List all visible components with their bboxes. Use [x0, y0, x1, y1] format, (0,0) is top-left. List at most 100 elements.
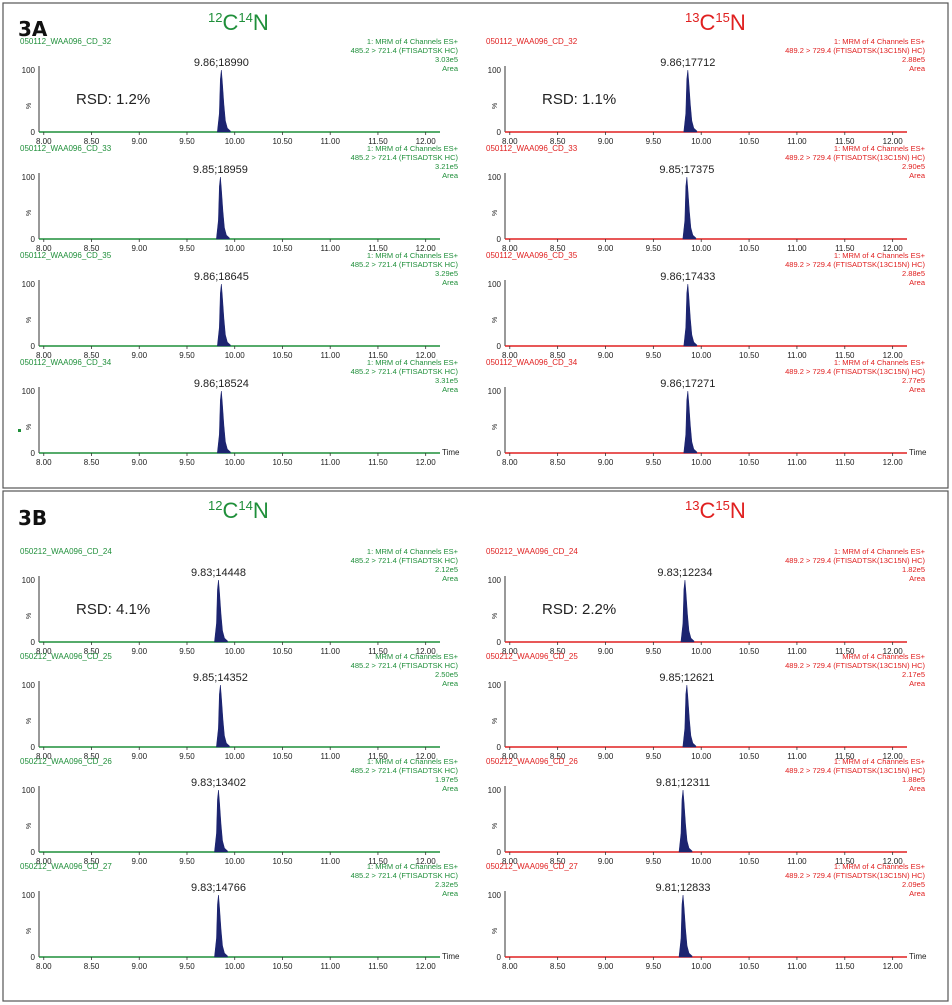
y-tick-label: 0 — [31, 342, 36, 351]
intensity-label: 2.88e5 — [902, 55, 925, 64]
x-tick-label: 9.00 — [598, 458, 614, 467]
x-tick-label: 12.00 — [883, 647, 904, 656]
x-tick-label: 8.00 — [502, 752, 518, 761]
x-tick-label: 11.50 — [368, 244, 388, 253]
x-tick-label: 8.00 — [36, 458, 52, 467]
x-tick-label: 8.00 — [502, 458, 518, 467]
x-tick-label: 12.00 — [883, 857, 904, 866]
y-tick-label: 0 — [31, 743, 36, 752]
x-tick-label: 10.00 — [225, 647, 246, 656]
channel-label: 1: MRM of 4 Channels ES+ — [834, 862, 926, 871]
transition-label: 485.2 > 721.4 (FTISADTSK HC) — [351, 556, 459, 565]
x-tick-label: 9.50 — [179, 647, 195, 656]
transition-label: 485.2 > 721.4 (FTISADTSK HC) — [351, 153, 459, 162]
peak-label: 9.86;17433 — [660, 271, 715, 283]
isotope-header-part: C — [222, 10, 238, 35]
x-tick-label: 10.50 — [739, 752, 760, 761]
chromatogram-trace: 050212_WAA096_CD_26 1: MRM of 4 Channels … — [20, 757, 459, 866]
mode-label: Area — [442, 278, 459, 287]
y-axis-label: % — [492, 613, 499, 619]
x-tick-label: 12.00 — [416, 458, 437, 467]
x-tick-label: 9.50 — [646, 137, 662, 146]
x-tick-label: 12.00 — [883, 458, 904, 467]
peak-label: 9.86;17271 — [660, 378, 715, 390]
sample-id: 050112_WAA096_CD_32 — [486, 37, 578, 46]
sample-id: 050112_WAA096_CD_34 — [20, 358, 112, 367]
peak-label: 9.85;14352 — [193, 672, 248, 684]
sample-id: 050212_WAA096_CD_24 — [20, 547, 112, 556]
y-axis-label: % — [26, 210, 33, 216]
x-tick-label: 11.00 — [320, 137, 340, 146]
x-tick-label: 11.50 — [835, 962, 855, 971]
transition-label: 489.2 > 729.4 (FTISADTSK(13C15N) HC) — [785, 556, 925, 565]
x-tick-label: 9.00 — [131, 962, 147, 971]
peak — [217, 390, 231, 454]
y-tick-label: 0 — [497, 342, 502, 351]
mode-label: Area — [442, 574, 459, 583]
peak — [214, 579, 228, 643]
sample-id: 050112_WAA096_CD_35 — [20, 251, 112, 260]
x-tick-label: 8.00 — [36, 351, 52, 360]
x-tick-label: 10.50 — [272, 647, 293, 656]
x-tick-label: 10.00 — [225, 458, 246, 467]
y-tick-label: 100 — [22, 173, 36, 182]
chromatogram-trace: 050112_WAA096_CD_32 1: MRM of 4 Channels … — [20, 37, 459, 146]
y-tick-label: 0 — [497, 449, 502, 458]
peak-label: 9.83;13402 — [191, 777, 246, 789]
y-tick-label: 0 — [497, 848, 502, 857]
x-tick-label: 11.00 — [320, 857, 340, 866]
x-tick-label: 8.50 — [550, 458, 566, 467]
isotope-header-part: N — [730, 498, 746, 523]
isotope-header-part: 15 — [715, 498, 729, 513]
x-tick-label: 11.50 — [835, 752, 855, 761]
x-tick-label: 12.00 — [416, 351, 437, 360]
x-tick-label: 9.50 — [646, 458, 662, 467]
x-tick-label: 10.50 — [739, 962, 760, 971]
x-tick-label: 9.00 — [598, 752, 614, 761]
y-tick-label: 100 — [22, 576, 36, 585]
peak — [217, 283, 231, 347]
x-tick-label: 10.50 — [739, 857, 760, 866]
chromatogram-trace: 050112_WAA096_CD_34 1: MRM of 4 Channels … — [20, 358, 460, 467]
y-tick-label: 100 — [488, 173, 502, 182]
isotope-header-part: C — [222, 498, 238, 523]
x-tick-label: 8.00 — [36, 647, 52, 656]
x-tick-label: 8.00 — [502, 962, 518, 971]
y-tick-label: 100 — [488, 280, 502, 289]
isotope-header-heavy: 13C15N — [685, 498, 746, 523]
y-tick-label: 100 — [488, 387, 502, 396]
isotope-header-part: 12 — [208, 498, 222, 513]
x-tick-label: 10.00 — [691, 752, 712, 761]
x-tick-label: 9.50 — [179, 137, 195, 146]
y-tick-label: 0 — [31, 449, 36, 458]
x-tick-label: 10.50 — [739, 351, 760, 360]
intensity-label: 2.09e5 — [902, 880, 925, 889]
channel-label: 1: MRM of 4 Channels ES+ — [834, 547, 926, 556]
peak — [214, 789, 228, 853]
y-tick-label: 0 — [497, 638, 502, 647]
panel-border — [2, 2, 949, 489]
peak-label: 9.86;18990 — [194, 57, 249, 69]
rsd-label: RSD: 2.2% — [542, 601, 616, 618]
isotope-header-part: 14 — [238, 10, 252, 25]
x-tick-label: 11.00 — [320, 647, 340, 656]
chromatogram-trace: 050112_WAA096_CD_32 1: MRM of 4 Channels … — [486, 37, 926, 146]
x-tick-label: 9.50 — [646, 962, 662, 971]
x-tick-label: 12.00 — [883, 752, 904, 761]
x-tick-label: 9.50 — [646, 857, 662, 866]
transition-label: 485.2 > 721.4 (FTISADTSK HC) — [351, 871, 459, 880]
x-tick-label: 10.50 — [272, 458, 293, 467]
x-tick-label: 10.50 — [739, 647, 760, 656]
mode-label: Area — [909, 278, 926, 287]
y-axis-label: % — [492, 103, 499, 109]
y-tick-label: 0 — [497, 743, 502, 752]
x-tick-label: 12.00 — [416, 962, 437, 971]
channel-label: 1: MRM of 4 Channels ES+ — [834, 358, 926, 367]
peak — [214, 894, 228, 958]
y-axis-label: % — [26, 823, 33, 829]
peak — [216, 684, 230, 748]
mode-label: Area — [442, 784, 459, 793]
x-tick-label: 10.00 — [225, 244, 246, 253]
chromatogram-trace: 050212_WAA096_CD_25 MRM of 4 Channels ES+… — [486, 652, 926, 761]
